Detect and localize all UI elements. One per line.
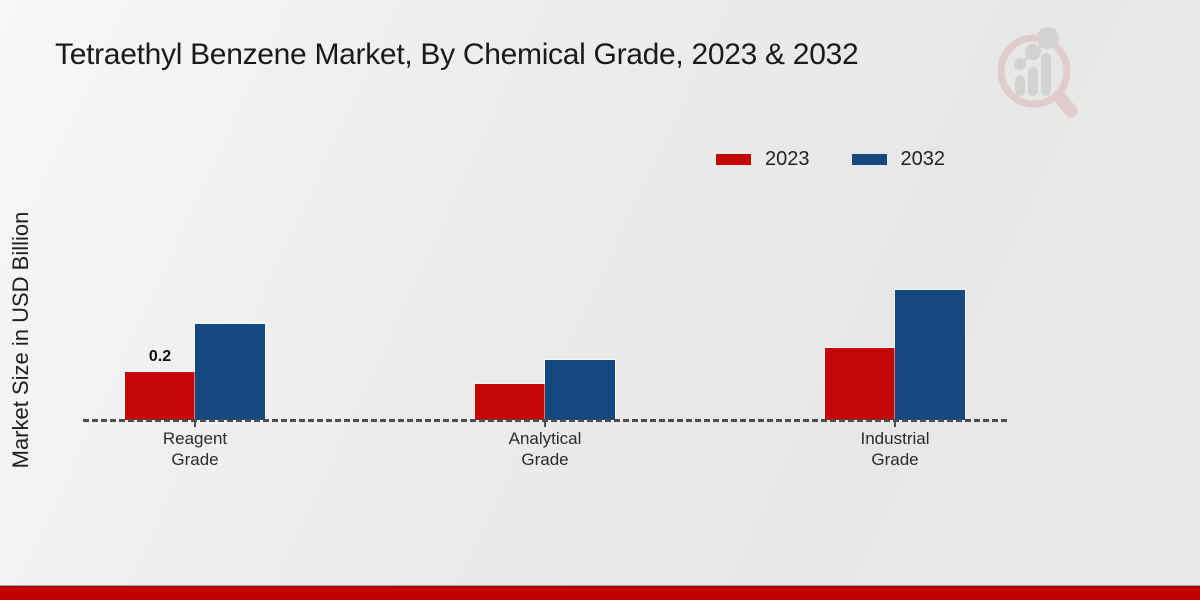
trend-line-icon <box>1019 37 1050 66</box>
bar-chart-icon <box>1015 75 1025 96</box>
bar-chart-icon <box>1041 53 1051 96</box>
magnifier-handle-icon <box>1052 89 1078 118</box>
legend: 2023 2032 <box>716 148 945 171</box>
bar-2023-cat2 <box>825 348 895 420</box>
trend-dot-icon <box>1014 58 1026 70</box>
legend-label-2023: 2023 <box>765 148 810 170</box>
trend-dot-icon <box>1025 44 1041 60</box>
legend-item-2032: 2032 <box>851 148 946 171</box>
bar-2032-cat1 <box>545 360 615 420</box>
magnifier-lens-icon <box>997 34 1071 108</box>
legend-swatch-2023 <box>716 154 751 165</box>
bar-2023-cat0 <box>125 372 195 420</box>
legend-swatch-2032 <box>851 154 887 165</box>
x-axis-tick <box>894 420 896 427</box>
footer-accent-bar <box>0 585 1200 600</box>
bar-2032-cat0 <box>195 324 265 420</box>
trend-dot-icon <box>1037 27 1059 49</box>
legend-label-2032: 2032 <box>900 148 946 170</box>
x-axis-tick <box>194 420 196 427</box>
chart-title: Tetraethyl Benzene Market, By Chemical G… <box>55 38 859 71</box>
category-label: Industrial Grade <box>860 429 930 470</box>
bar-chart-icon <box>1028 67 1038 96</box>
category-label: Analytical Grade <box>508 429 582 470</box>
legend-item-2023: 2023 <box>716 148 810 171</box>
bar-2032-cat2 <box>895 290 965 420</box>
bar-value-label: 0.2 <box>148 348 172 365</box>
category-label: Reagent Grade <box>162 429 228 470</box>
market-research-magnifier-logo <box>997 27 1078 118</box>
bar-2023-cat1 <box>475 384 545 420</box>
x-axis-tick <box>544 420 546 427</box>
